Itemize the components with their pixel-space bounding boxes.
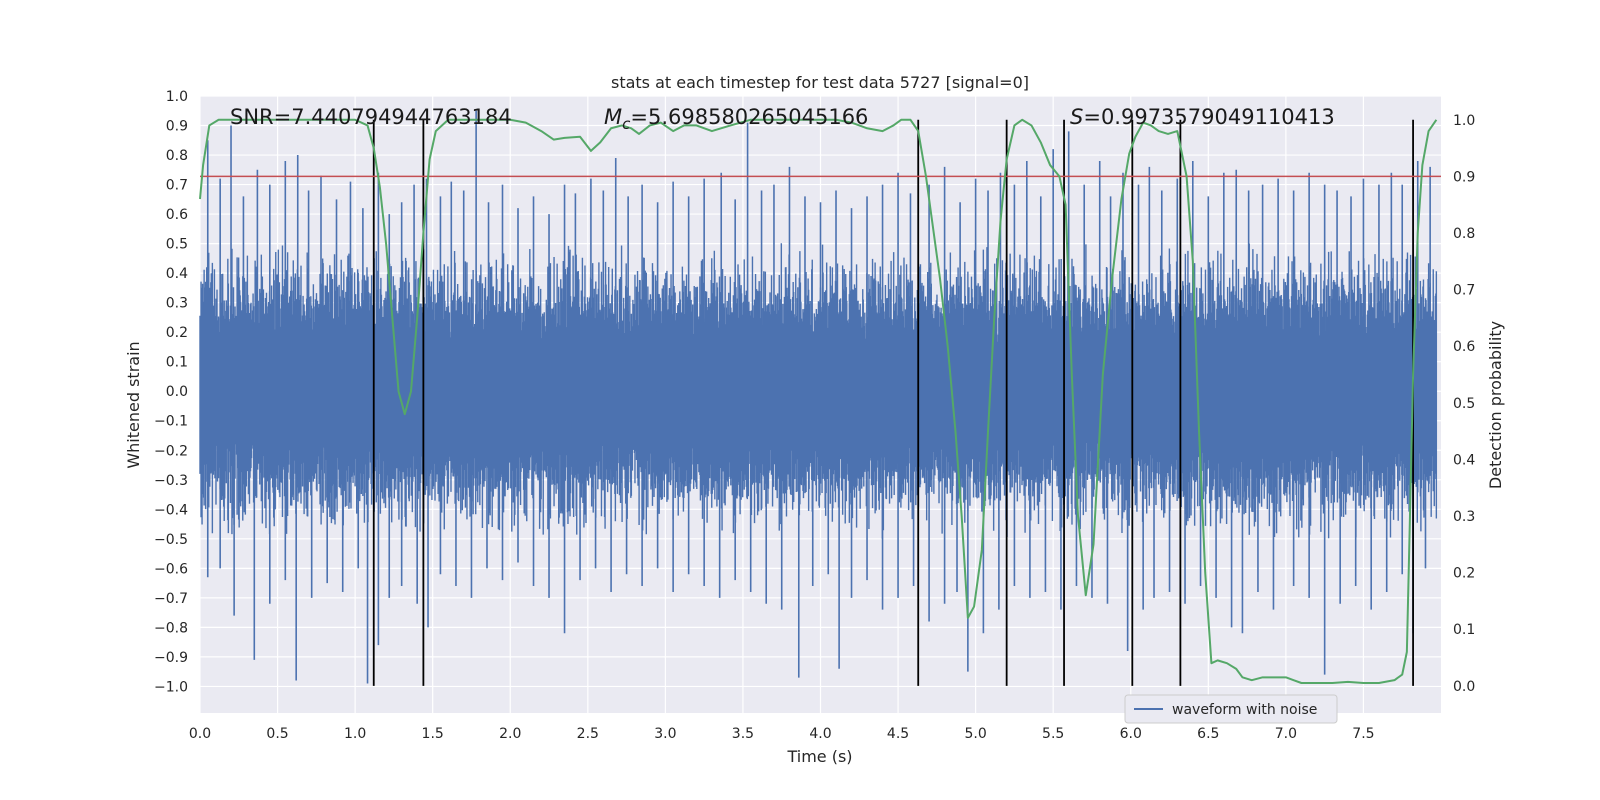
x-tick-label: 2.0 bbox=[499, 726, 521, 742]
s-value: =0.9973579049110413 bbox=[1083, 105, 1334, 129]
y-tick-label: 0.2 bbox=[166, 325, 188, 341]
legend: waveform with noise bbox=[1124, 694, 1338, 724]
y2-tick-label: 0.1 bbox=[1453, 622, 1475, 638]
waveform-core bbox=[199, 243, 1438, 539]
y-axis-label: Whitened strain bbox=[124, 341, 143, 468]
y2-tick-label: 0.4 bbox=[1453, 452, 1475, 468]
s-annotation: S=0.9973579049110413 bbox=[1070, 105, 1335, 129]
x-tick-label: 4.5 bbox=[887, 726, 909, 742]
y2-tick-label: 0.9 bbox=[1453, 169, 1475, 185]
x-axis-label: Time (s) bbox=[786, 747, 852, 766]
y-tick-label: 0.1 bbox=[166, 355, 188, 371]
vertical-lines bbox=[372, 119, 1414, 686]
x-tick-label: 0.0 bbox=[189, 726, 211, 742]
y-tick-labels: 1.0 0.9 0.8 0.7 0.6 0.5 0.4 0.3 0.2 0.1 0.0 −0.1 −0.… bbox=[154, 89, 188, 695]
y2-axis-label: Detection probability bbox=[1486, 321, 1505, 489]
y-tick-label: −0.8 bbox=[154, 620, 188, 636]
waveform-series bbox=[199, 110, 1438, 684]
x-tick-label: 1.5 bbox=[422, 726, 444, 742]
x-tick-label: 6.5 bbox=[1197, 726, 1219, 742]
x-tick-label: 4.0 bbox=[809, 726, 831, 742]
y-tick-label: 0.0 bbox=[166, 384, 188, 400]
x-tick-label: 0.5 bbox=[266, 726, 288, 742]
y-tick-label: 0.3 bbox=[166, 296, 188, 312]
y2-tick-label: 0.8 bbox=[1453, 226, 1475, 242]
mc-symbol: M bbox=[604, 105, 622, 129]
y-tick-label: −0.7 bbox=[154, 591, 188, 607]
x-tick-labels: 0.0 0.5 1.0 1.5 2.0 2.5 3.0 3.5 4.0 4.5 5.0 5.5 6.0 6… bbox=[189, 726, 1375, 742]
y2-tick-label: 0.0 bbox=[1453, 679, 1475, 695]
s-symbol: S bbox=[1070, 105, 1083, 129]
y-tick-label: −0.3 bbox=[154, 473, 188, 489]
y-tick-label: 1.0 bbox=[166, 89, 188, 105]
y2-tick-label: 1.0 bbox=[1453, 113, 1475, 129]
legend-box bbox=[1124, 694, 1338, 724]
x-tick-label: 6.0 bbox=[1120, 726, 1142, 742]
y-tick-label: −0.2 bbox=[154, 443, 188, 459]
y-tick-label: 0.9 bbox=[166, 119, 188, 135]
chart-title: stats at each timestep for test data 572… bbox=[611, 73, 1029, 92]
x-tick-label: 2.5 bbox=[577, 726, 599, 742]
y-tick-label: −0.4 bbox=[154, 502, 188, 518]
probability-series bbox=[199, 118, 1438, 684]
y2-tick-labels: 1.0 0.9 0.8 0.7 0.6 0.5 0.4 0.3 0.2 0.1 0.0 bbox=[1453, 113, 1475, 695]
x-tick-label: 3.5 bbox=[732, 726, 754, 742]
detection-probability-line bbox=[199, 118, 1438, 684]
y-tick-label: −1.0 bbox=[154, 679, 188, 695]
x-tick-label: 7.0 bbox=[1275, 726, 1297, 742]
y2-tick-label: 0.7 bbox=[1453, 283, 1475, 299]
snr-annotation: SNR=7.440794944763184 bbox=[230, 105, 512, 129]
y2-tick-label: 0.5 bbox=[1453, 396, 1475, 412]
mc-subscript: c bbox=[622, 115, 631, 133]
x-tick-label: 5.0 bbox=[964, 726, 986, 742]
y-tick-label: −0.9 bbox=[154, 650, 188, 666]
y-tick-label: 0.7 bbox=[166, 178, 188, 194]
y-tick-label: 0.5 bbox=[166, 237, 188, 253]
y2-tick-label: 0.6 bbox=[1453, 339, 1475, 355]
y-tick-label: 0.4 bbox=[166, 266, 188, 282]
mc-value: =5.698580265045166 bbox=[630, 105, 868, 129]
legend-label: waveform with noise bbox=[1172, 702, 1317, 718]
y2-tick-label: 0.2 bbox=[1453, 566, 1475, 582]
y-tick-label: 0.8 bbox=[166, 148, 188, 164]
y-tick-label: −0.6 bbox=[154, 561, 188, 577]
y-tick-label: 0.6 bbox=[166, 207, 188, 223]
x-tick-label: 7.5 bbox=[1352, 726, 1374, 742]
mc-annotation: Mc=5.698580265045166 bbox=[604, 105, 868, 133]
x-tick-label: 3.0 bbox=[654, 726, 676, 742]
x-tick-label: 5.5 bbox=[1042, 726, 1064, 742]
y2-tick-label: 0.3 bbox=[1453, 509, 1475, 525]
x-tick-label: 1.0 bbox=[344, 726, 366, 742]
y-tick-label: −0.1 bbox=[154, 414, 188, 430]
y-tick-label: −0.5 bbox=[154, 532, 188, 548]
